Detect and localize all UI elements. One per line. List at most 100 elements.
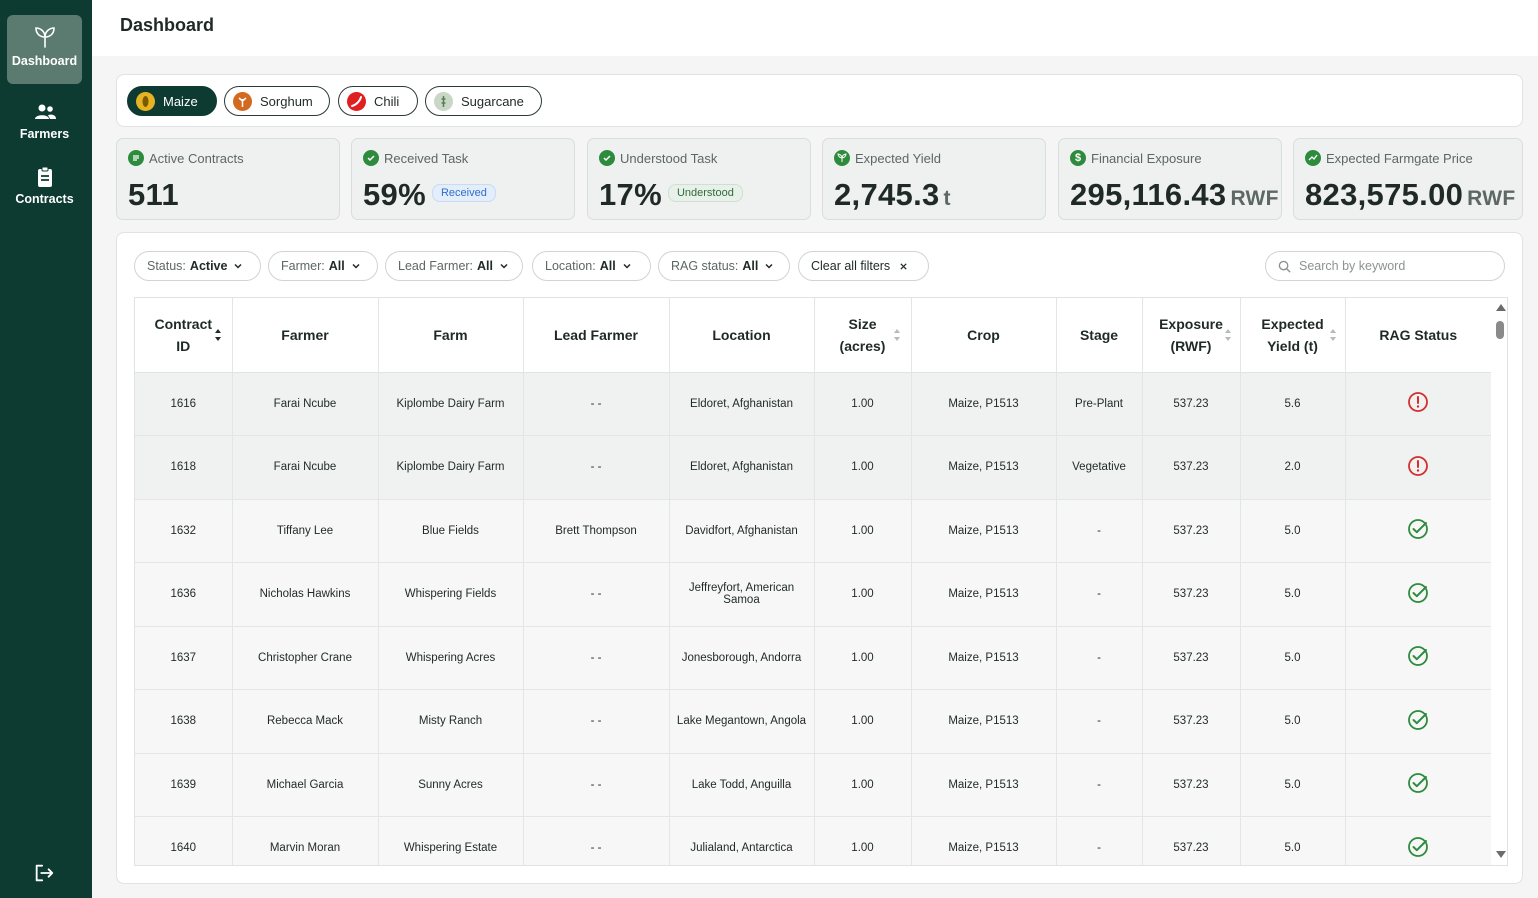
header-label: (acres) bbox=[839, 337, 886, 354]
sidebar-item-contracts[interactable]: Contracts bbox=[7, 155, 82, 224]
tab-maize[interactable]: Maize bbox=[127, 86, 217, 116]
stage-cell: - bbox=[1056, 753, 1143, 817]
sprout-icon bbox=[34, 27, 55, 48]
sidebar-item-label: Farmers bbox=[19, 127, 70, 141]
table-row[interactable]: 1618 Farai Ncube Kiplombe Dairy Farm - - Eld… bbox=[135, 435, 1491, 500]
trending-up-icon bbox=[1305, 150, 1321, 166]
col-rag-status: RAG Status bbox=[1345, 298, 1491, 373]
card-farmgate-price: Expected Farmgate Price 823,575.00 RWF bbox=[1293, 138, 1523, 220]
expected-yield-cell: 5.0 bbox=[1240, 562, 1346, 627]
contract-id-cell: 1637 bbox=[135, 626, 233, 690]
crop-cell: Maize, P1513 bbox=[911, 562, 1057, 627]
exposure-cell: 537.23 bbox=[1142, 626, 1241, 690]
stage-cell: - bbox=[1056, 626, 1143, 690]
header-label: Yield (t) bbox=[1267, 337, 1318, 354]
chili-icon bbox=[347, 91, 366, 111]
contracts-icon bbox=[128, 150, 144, 166]
table-row[interactable]: 1640 Marvin Moran Whispering Estate - - Juli… bbox=[135, 816, 1491, 865]
status-badge: Received bbox=[431, 183, 496, 202]
logout-icon[interactable] bbox=[33, 862, 55, 884]
col-farmer: Farmer bbox=[232, 298, 379, 373]
clear-filters-button[interactable]: Clear all filters bbox=[798, 251, 929, 281]
scroll-down-arrow[interactable] bbox=[1496, 851, 1506, 858]
col-farm: Farm bbox=[378, 298, 524, 373]
check-circle-icon bbox=[1408, 519, 1429, 540]
col-stage: Stage bbox=[1056, 298, 1143, 373]
table-row[interactable]: 1638 Rebecca Mack Misty Ranch - - Lake Megan… bbox=[135, 689, 1491, 754]
filter-lead-farmer[interactable]: Lead Farmer: All bbox=[385, 251, 523, 281]
scrollbar[interactable] bbox=[1492, 298, 1507, 865]
tab-chili[interactable]: Chili bbox=[338, 86, 418, 116]
rag-status-cell bbox=[1345, 816, 1491, 865]
dollar-icon: $ bbox=[1070, 150, 1086, 166]
location-cell: Lake Todd, Anguilla bbox=[669, 753, 815, 817]
card-label: Expected Yield bbox=[855, 150, 942, 166]
header-label: Exposure bbox=[1159, 315, 1223, 332]
table-header-row: Contract ID Farmer Farm Lead Farmer Locat… bbox=[135, 298, 1491, 373]
farm-cell: Kiplombe Dairy Farm bbox=[378, 372, 524, 436]
sidebar-item-dashboard[interactable]: Dashboard bbox=[7, 15, 82, 84]
expected-yield-cell: 5.0 bbox=[1240, 626, 1346, 690]
clipboard-icon bbox=[37, 166, 52, 187]
card-value: 2,745.3 bbox=[834, 177, 940, 212]
sorghum-icon bbox=[233, 91, 252, 111]
scroll-up-arrow[interactable] bbox=[1496, 304, 1506, 311]
tab-label: Chili bbox=[374, 93, 400, 109]
card-unit: t bbox=[943, 187, 951, 210]
tab-sugarcane[interactable]: Sugarcane bbox=[425, 86, 542, 116]
table-row[interactable]: 1639 Michael Garcia Sunny Acres - - Lake Tod… bbox=[135, 753, 1491, 817]
exposure-cell: 537.23 bbox=[1142, 562, 1241, 627]
expected-yield-cell: 5.0 bbox=[1240, 689, 1346, 754]
size-cell: 1.00 bbox=[814, 816, 912, 865]
sidebar: Dashboard Farmers Contracts bbox=[0, 0, 92, 898]
lead-farmer-cell: Brett Thompson bbox=[523, 499, 670, 563]
sort-icon bbox=[214, 329, 221, 341]
card-unit: RWF bbox=[1230, 187, 1279, 210]
filter-location[interactable]: Location: All bbox=[532, 251, 651, 281]
farmer-cell: Michael Garcia bbox=[232, 753, 379, 817]
filter-label: Farmer: bbox=[281, 259, 325, 273]
header: Dashboard bbox=[92, 0, 1538, 56]
sidebar-item-farmers[interactable]: Farmers bbox=[7, 90, 82, 159]
users-icon bbox=[34, 104, 56, 119]
crop-cell: Maize, P1513 bbox=[911, 816, 1057, 865]
col-location: Location bbox=[669, 298, 815, 373]
filter-label: RAG status: bbox=[671, 259, 739, 273]
table-row[interactable]: 1632 Tiffany Lee Blue Fields Brett Thompson… bbox=[135, 499, 1491, 563]
card-financial-exposure: $ Financial Exposure 295,116.43 RWF bbox=[1058, 138, 1282, 220]
col-expected-yield[interactable]: Expected Yield (t) bbox=[1240, 298, 1346, 373]
exposure-cell: 537.23 bbox=[1142, 372, 1241, 436]
col-size[interactable]: Size (acres) bbox=[814, 298, 912, 373]
table-row[interactable]: 1637 Christopher Crane Whispering Acres - -… bbox=[135, 626, 1491, 690]
location-cell: Davidfort, Afghanistan bbox=[669, 499, 815, 563]
filter-rag-status[interactable]: RAG status: All bbox=[658, 251, 790, 281]
filter-label: Lead Farmer: bbox=[398, 259, 474, 273]
check-circle-icon bbox=[599, 150, 615, 166]
check-circle-icon bbox=[363, 150, 379, 166]
contract-id-cell: 1640 bbox=[135, 816, 233, 865]
sidebar-item-label: Contracts bbox=[15, 192, 74, 206]
chevron-down-icon bbox=[500, 263, 508, 269]
card-active-contracts: Active Contracts 511 bbox=[116, 138, 340, 220]
contract-id-cell: 1616 bbox=[135, 372, 233, 436]
crop-cell: Maize, P1513 bbox=[911, 372, 1057, 436]
table-row[interactable]: 1636 Nicholas Hawkins Whispering Fields - -… bbox=[135, 562, 1491, 627]
filter-status[interactable]: Status: Active bbox=[134, 251, 261, 281]
card-expected-yield: Expected Yield 2,745.3 t bbox=[822, 138, 1046, 220]
search-input[interactable] bbox=[1299, 259, 1489, 273]
scroll-thumb[interactable] bbox=[1496, 321, 1504, 339]
table-row[interactable]: 1616 Farai Ncube Kiplombe Dairy Farm - - Eld… bbox=[135, 372, 1491, 436]
search-box[interactable] bbox=[1265, 251, 1505, 281]
card-value: 295,116.43 bbox=[1070, 177, 1227, 212]
filter-farmer[interactable]: Farmer: All bbox=[268, 251, 378, 281]
filter-value: All bbox=[599, 259, 616, 273]
stage-cell: - bbox=[1056, 816, 1143, 865]
location-cell: Jeffreyfort, American Samoa bbox=[669, 562, 815, 627]
col-contract-id[interactable]: Contract ID bbox=[135, 298, 233, 373]
card-label: Financial Exposure bbox=[1091, 150, 1202, 166]
stage-cell: - bbox=[1056, 499, 1143, 563]
col-exposure[interactable]: Exposure (RWF) bbox=[1142, 298, 1241, 373]
exposure-cell: 537.23 bbox=[1142, 435, 1241, 500]
tab-sorghum[interactable]: Sorghum bbox=[224, 86, 330, 116]
sort-icon bbox=[1329, 329, 1336, 341]
